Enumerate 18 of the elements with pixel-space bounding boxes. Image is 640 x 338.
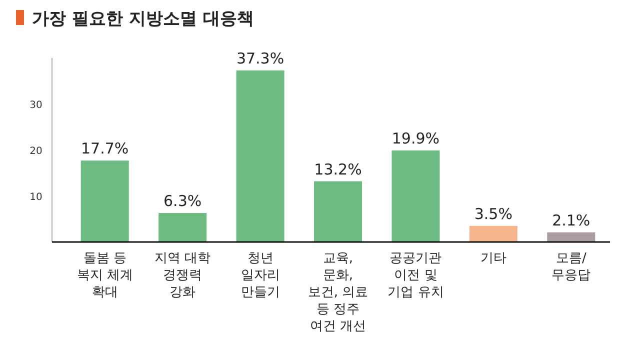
x-tick-label: 지역 대학 경쟁력 강화 xyxy=(154,251,211,300)
data-label: 19.9% xyxy=(392,129,440,148)
x-tick-label: 돌봄 등 복지 체계 확대 xyxy=(76,251,133,300)
x-tick-label: 공공기관 이전 및 기업 유치 xyxy=(388,251,444,300)
data-label: 17.7% xyxy=(81,140,129,158)
y-tick-label: 10 xyxy=(30,192,42,203)
y-tick-label: 30 xyxy=(30,100,42,111)
data-label: 13.2% xyxy=(314,160,362,178)
x-tick-label: 청년 일자리 만들기 xyxy=(240,251,280,300)
x-tick-label: 교육, 문화, 보건, 의료 등 정주 여건 개선 xyxy=(308,251,368,334)
data-label: 6.3% xyxy=(164,192,202,210)
x-tick-label: 기타 xyxy=(480,251,506,266)
x-tick-label: 모름/ 무응답 xyxy=(552,251,591,283)
y-tick-label: 20 xyxy=(30,146,42,157)
chart-title: 가장 필요한 지방소멸 대응책 xyxy=(32,9,254,29)
data-label: 37.3% xyxy=(236,49,284,68)
data-label: 3.5% xyxy=(474,204,512,223)
data-label: 2.1% xyxy=(552,211,590,230)
